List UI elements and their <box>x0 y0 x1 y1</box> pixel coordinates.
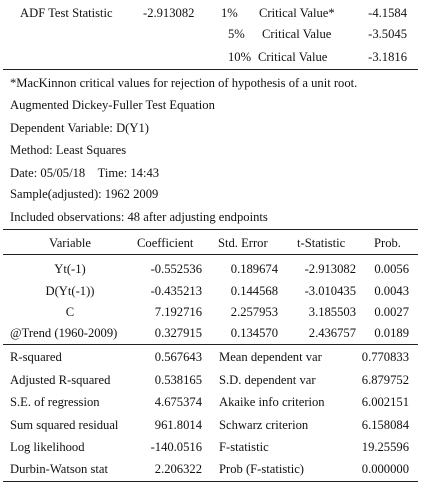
date-time: Date: 05/05/18 Time: 14:43 <box>10 166 160 180</box>
row-t-statistic: 2.436757 <box>308 326 356 340</box>
stat-value-right: 6.158084 <box>361 418 409 432</box>
footnote-line: *MacKinnon critical values for rejection… <box>10 76 358 90</box>
observations: Included observations: 48 after adjustin… <box>10 210 268 224</box>
row-t-statistic: 3.185503 <box>308 305 356 319</box>
header-prob: Prob. <box>374 236 401 250</box>
stat-value-right: 6.002151 <box>361 395 409 409</box>
row-variable: D(Yt(-1)) <box>45 284 95 298</box>
divider-top <box>3 69 418 70</box>
row-t-statistic: -2.913082 <box>304 262 356 276</box>
stat-label-right: Prob (F-statistic) <box>219 462 305 476</box>
stat-value-right: 6.879752 <box>361 373 409 387</box>
stat-value-right: 0.000000 <box>361 462 409 476</box>
divider-bottom <box>3 481 418 482</box>
row-t-statistic: -3.010435 <box>304 284 356 298</box>
adf-value: -2.913082 <box>143 6 195 20</box>
divider-header-bottom <box>3 254 418 255</box>
critical-label-1: Critical Value* <box>259 6 335 20</box>
sample: Sample(adjusted): 1962 2009 <box>10 187 159 201</box>
row-prob: 0.0027 <box>374 305 409 319</box>
equation-title: Augmented Dickey-Fuller Test Equation <box>10 98 215 112</box>
stat-value-left: 4.675374 <box>154 395 202 409</box>
row-coefficient: 0.327915 <box>154 326 202 340</box>
method: Method: Least Squares <box>10 143 127 157</box>
divider-stats <box>3 344 418 345</box>
row-variable: @Trend (1960-2009) <box>10 326 118 340</box>
dependent-variable: Dependent Variable: D(Y1) <box>10 121 149 135</box>
stat-label-right: Schwarz criterion <box>219 418 309 432</box>
row-coefficient: -0.435213 <box>150 284 202 298</box>
stat-value-left: 961.8014 <box>154 418 202 432</box>
stat-label-left: Durbin-Watson stat <box>10 462 108 476</box>
row-std-error: 0.134570 <box>230 326 278 340</box>
critical-label-10: Critical Value <box>258 50 328 64</box>
row-prob: 0.0189 <box>374 326 409 340</box>
header-t-statistic: t-Statistic <box>297 236 346 250</box>
header-std-error: Std. Error <box>218 236 268 250</box>
stat-label-left: Sum squared residual <box>10 418 119 432</box>
stat-label-left: S.E. of regression <box>10 395 100 409</box>
header-variable: Variable <box>49 236 91 250</box>
stat-label-left: Log likelihood <box>10 440 85 454</box>
row-prob: 0.0043 <box>374 284 409 298</box>
critical-value-5: -3.5045 <box>368 27 407 41</box>
stat-label-left: Adjusted R-squared <box>10 373 111 387</box>
stat-label-right: Akaike info criterion <box>219 395 325 409</box>
row-variable: C <box>65 305 75 319</box>
stat-label-left: R-squared <box>10 350 62 364</box>
row-std-error: 2.257953 <box>230 305 278 319</box>
row-std-error: 0.189674 <box>230 262 278 276</box>
stat-value-right: 0.770833 <box>361 350 409 364</box>
row-variable: Yt(-1) <box>54 262 86 276</box>
row-coefficient: 7.192716 <box>154 305 202 319</box>
adf-label: ADF Test Statistic <box>20 6 113 20</box>
stat-label-right: Mean dependent var <box>219 350 322 364</box>
critical-level-5: 5% <box>228 27 245 41</box>
stat-value-left: 0.538165 <box>154 373 202 387</box>
stat-label-right: F-statistic <box>219 440 269 454</box>
divider-header-top <box>3 229 418 230</box>
stat-value-left: 0.567643 <box>154 350 202 364</box>
row-prob: 0.0056 <box>374 262 409 276</box>
critical-level-10: 10% <box>228 50 252 64</box>
critical-value-1: -4.1584 <box>368 6 407 20</box>
stat-label-right: S.D. dependent var <box>219 373 316 387</box>
stat-value-left: 2.206322 <box>154 462 202 476</box>
stat-value-left: -140.0516 <box>150 440 202 454</box>
row-std-error: 0.144568 <box>230 284 278 298</box>
critical-level-1: 1% <box>221 6 238 20</box>
critical-value-10: -3.1816 <box>368 50 407 64</box>
critical-label-5: Critical Value <box>262 27 332 41</box>
header-coefficient: Coefficient <box>137 236 194 250</box>
row-coefficient: -0.552536 <box>150 262 202 276</box>
stat-value-right: 19.25596 <box>361 440 409 454</box>
